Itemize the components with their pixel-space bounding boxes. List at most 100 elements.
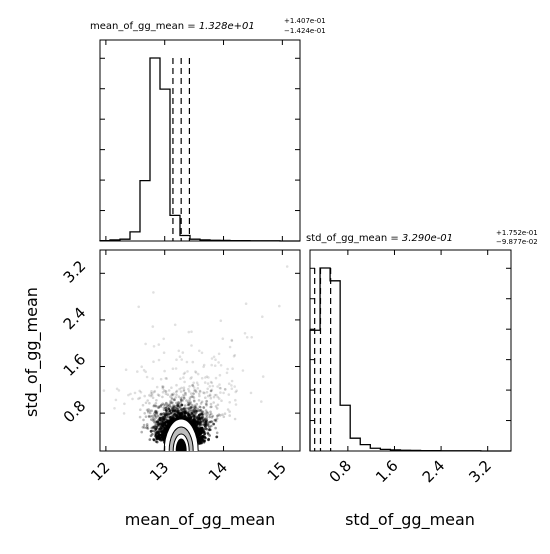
scatter-point bbox=[193, 419, 197, 423]
scatter-point bbox=[230, 384, 233, 387]
scatter-point bbox=[188, 385, 191, 388]
scatter-point bbox=[180, 409, 183, 413]
scatter-point bbox=[201, 416, 205, 419]
scatter-point bbox=[161, 431, 165, 434]
scatter-point bbox=[165, 402, 168, 405]
scatter-point bbox=[202, 365, 205, 369]
scatter-point bbox=[194, 389, 197, 393]
scatter-point bbox=[167, 389, 171, 392]
scatter-point bbox=[160, 412, 163, 416]
scatter-point bbox=[161, 387, 165, 390]
scatter-point bbox=[176, 404, 180, 408]
scatter-point bbox=[193, 407, 196, 411]
scatter-point bbox=[175, 358, 178, 362]
scatter-point bbox=[151, 425, 155, 429]
scatter-point bbox=[209, 428, 212, 432]
scatter-point bbox=[195, 390, 198, 394]
scatter-point bbox=[189, 400, 192, 404]
scatter-point bbox=[163, 423, 167, 427]
scatter-point bbox=[189, 406, 193, 409]
scatter-point bbox=[217, 397, 221, 400]
scatter-point bbox=[172, 392, 175, 396]
scatter-point bbox=[147, 410, 150, 414]
scatter-point bbox=[187, 330, 191, 334]
scatter-point bbox=[193, 410, 196, 413]
scatter-point bbox=[181, 399, 184, 402]
scatter-point bbox=[204, 402, 208, 405]
scatter-point bbox=[214, 405, 218, 408]
scatter-point bbox=[138, 396, 142, 400]
scatter-point bbox=[212, 355, 216, 359]
scatter-point bbox=[187, 390, 191, 393]
scatter-point bbox=[182, 389, 186, 393]
scatter-point bbox=[184, 391, 187, 395]
scatter-point bbox=[161, 386, 165, 389]
scatter-point bbox=[156, 420, 159, 424]
scatter-point bbox=[203, 417, 207, 421]
scatter-point bbox=[207, 424, 210, 427]
scatter-point bbox=[205, 399, 208, 403]
scatter-point bbox=[191, 384, 195, 388]
xtick-label: 3.2 bbox=[465, 457, 495, 487]
scatter-point bbox=[191, 423, 195, 426]
scatter-point bbox=[157, 405, 161, 408]
scatter-point bbox=[187, 387, 190, 391]
scatter-point bbox=[150, 409, 153, 413]
scatter-point bbox=[193, 413, 196, 417]
scatter-point bbox=[207, 376, 210, 379]
scatter-point bbox=[190, 376, 193, 379]
scatter-point bbox=[152, 425, 156, 429]
scatter-point bbox=[206, 411, 209, 415]
scatter-point bbox=[162, 416, 165, 420]
scatter-point bbox=[158, 420, 161, 424]
scatter-point bbox=[154, 423, 158, 426]
scatter-point bbox=[157, 434, 161, 438]
scatter-point bbox=[178, 387, 181, 391]
scatter-point bbox=[192, 410, 195, 413]
scatter-point bbox=[141, 425, 145, 429]
scatter-point bbox=[215, 407, 219, 410]
density-contour bbox=[175, 438, 187, 451]
scatter-point bbox=[161, 416, 164, 419]
scatter-point bbox=[157, 394, 161, 397]
scatter-point bbox=[193, 408, 196, 412]
scatter-point bbox=[234, 390, 237, 394]
scatter-point bbox=[174, 405, 177, 408]
scatter-point bbox=[186, 370, 189, 373]
scatter-point bbox=[231, 367, 234, 371]
scatter-point bbox=[208, 385, 212, 388]
scatter-point bbox=[168, 420, 172, 424]
scatter-point bbox=[215, 431, 219, 435]
scatter-point bbox=[195, 381, 199, 385]
scatter-point bbox=[214, 418, 217, 422]
scatter-point bbox=[163, 434, 167, 438]
scatter-point bbox=[226, 367, 229, 371]
scatter-point bbox=[190, 409, 193, 412]
scatter-point bbox=[151, 419, 155, 422]
scatter-point bbox=[166, 404, 169, 408]
scatter-point bbox=[191, 384, 194, 387]
scatter-point bbox=[143, 412, 146, 415]
scatter-point bbox=[261, 375, 265, 378]
scatter-point bbox=[141, 403, 145, 407]
scatter-point bbox=[162, 416, 166, 419]
scatter-point bbox=[153, 412, 156, 415]
scatter-point bbox=[233, 417, 237, 421]
scatter-point bbox=[155, 440, 159, 444]
scatter-point bbox=[168, 404, 171, 408]
scatter-point bbox=[171, 367, 175, 371]
ticks-bottom-left bbox=[100, 250, 300, 451]
scatter-point bbox=[170, 401, 173, 405]
scatter-point bbox=[207, 438, 210, 442]
xtick-label: 15 bbox=[264, 458, 290, 484]
scatter-point bbox=[164, 390, 167, 393]
scatter-point bbox=[159, 404, 162, 408]
scatter-point bbox=[212, 422, 215, 426]
scatter-point bbox=[214, 419, 218, 423]
scatter-point bbox=[205, 410, 209, 414]
scatter-point bbox=[192, 392, 196, 396]
scatter-point bbox=[154, 434, 158, 438]
scatter-point bbox=[205, 402, 208, 406]
scatter-point bbox=[202, 363, 206, 367]
